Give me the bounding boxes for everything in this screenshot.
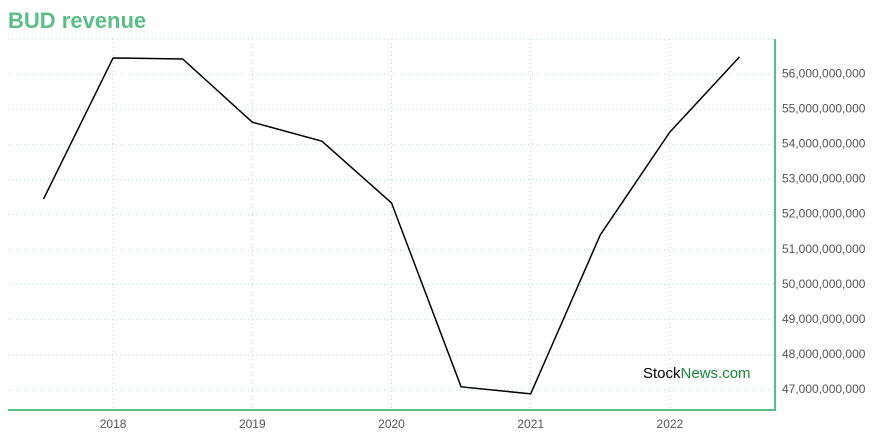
watermark-part: Stock: [643, 365, 681, 382]
chart-title: BUD revenue: [8, 8, 146, 33]
watermark-part: News.com: [681, 365, 751, 382]
y-tick-label: 49,000,000,000: [782, 312, 866, 326]
x-tick-label: 2018: [100, 417, 127, 431]
x-tick-label: 2019: [239, 417, 266, 431]
y-tick-label: 53,000,000,000: [782, 172, 866, 186]
y-tick-label: 51,000,000,000: [782, 242, 866, 256]
y-tick-label: 55,000,000,000: [782, 101, 866, 115]
y-tick-label: 52,000,000,000: [782, 207, 866, 221]
x-tick-label: 2020: [378, 417, 405, 431]
x-tick-label: 2022: [657, 417, 684, 431]
line: [42, 56, 741, 395]
watermark: StockNews.com: [643, 365, 751, 382]
y-tick-label: 56,000,000,000: [782, 66, 866, 80]
y-tick-label: 50,000,000,000: [782, 277, 866, 291]
y-tick-label: 47,000,000,000: [782, 382, 866, 396]
y-tick-label: 54,000,000,000: [782, 136, 866, 150]
x-tick-label: 2021: [517, 417, 544, 431]
y-tick-label: 48,000,000,000: [782, 347, 866, 361]
grid: [8, 38, 775, 410]
